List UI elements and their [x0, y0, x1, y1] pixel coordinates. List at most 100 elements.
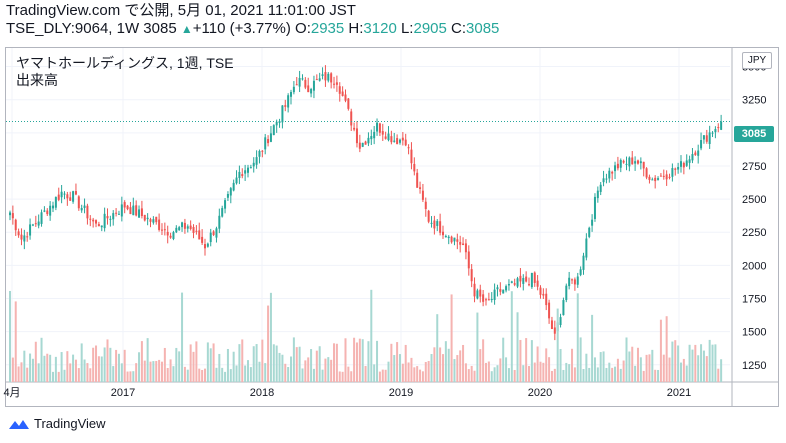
candle-body [138, 209, 141, 218]
volume-bar [315, 350, 318, 382]
currency-button[interactable]: JPY [742, 52, 772, 69]
volume-bar [533, 362, 536, 382]
candle-body [433, 220, 436, 229]
candle-body [522, 278, 525, 284]
volume-bar [401, 363, 404, 382]
candle-body [370, 136, 373, 140]
volume-bar [344, 338, 347, 382]
candle-body [284, 105, 287, 107]
candle-body [258, 150, 261, 157]
volume-bar [516, 312, 519, 382]
volume-bar [559, 349, 562, 382]
volume-bar [482, 339, 485, 382]
candle-body [126, 205, 129, 210]
candle-body [195, 230, 198, 232]
volume-bar [462, 344, 465, 382]
volume-bar [634, 365, 637, 382]
volume-bar [189, 344, 192, 382]
volume-bar [654, 369, 657, 382]
volume-bar [232, 351, 235, 382]
open-label: O: [295, 20, 311, 37]
candle-body [616, 163, 619, 169]
candle-body [143, 214, 146, 221]
candle-body [166, 231, 169, 236]
volume-bar [221, 367, 224, 382]
y-tick-label: 2000 [742, 260, 766, 272]
low-value: 2905 [413, 20, 447, 37]
chart-pane[interactable] [5, 47, 779, 407]
volume-bar [396, 342, 399, 382]
volume-bar [421, 371, 424, 382]
volume-bar [115, 349, 118, 382]
candle-body [361, 142, 364, 147]
candle-body [416, 172, 419, 188]
candle-body [565, 285, 568, 301]
volume-bar [100, 356, 103, 382]
volume-bar [52, 371, 55, 382]
volume-bar [275, 345, 278, 382]
candle-body [66, 194, 69, 199]
close-value: 3085 [466, 20, 500, 37]
y-tick-label: 2500 [742, 194, 766, 206]
x-tick-label: 2018 [250, 387, 274, 399]
volume-bar [614, 366, 617, 382]
y-tick-label: 1500 [742, 327, 766, 339]
candle-body [292, 86, 295, 93]
candle-body [427, 210, 430, 222]
volume-bar [172, 366, 175, 382]
candle-body [95, 220, 98, 224]
candle-body [459, 241, 462, 245]
candle-body [608, 170, 611, 179]
volume-bar [272, 344, 275, 382]
volume-bar [175, 347, 178, 382]
candle-body [490, 298, 493, 300]
candle-body [573, 279, 576, 285]
candle-body [376, 122, 379, 132]
candle-body [651, 179, 654, 181]
volume-bar [138, 352, 141, 382]
candle-body [530, 272, 533, 288]
volume-bar [17, 366, 20, 382]
candle-body [29, 224, 32, 236]
volume-bar [267, 305, 270, 382]
volume-bar [224, 371, 227, 382]
candle-body [602, 178, 605, 183]
volume-bar [622, 360, 625, 382]
candle-body [46, 210, 49, 215]
volume-bar [31, 358, 34, 382]
candle-body [123, 202, 126, 208]
candle-body [665, 174, 668, 180]
candle-body [149, 219, 152, 222]
volume-bar [413, 367, 416, 382]
volume-bar [338, 371, 341, 382]
candle-body [327, 73, 330, 81]
volume-bar [23, 350, 26, 382]
volume-bar [304, 360, 307, 382]
footer-brand[interactable]: TradingView [8, 416, 106, 431]
candle-body [536, 280, 539, 287]
candle-body [525, 276, 528, 282]
volume-bar [160, 361, 163, 382]
candle-body [152, 219, 155, 223]
volume-bar [507, 368, 510, 382]
candle-body [648, 176, 651, 180]
volume-bar [608, 362, 611, 382]
volume-bar [642, 370, 645, 382]
candle-body [378, 123, 381, 133]
y-tick-label: 2750 [742, 161, 766, 173]
volume-bar [490, 371, 493, 382]
volume-bar [367, 341, 370, 382]
candle-body [218, 215, 221, 229]
candle-body [209, 232, 212, 243]
candle-body [645, 168, 648, 178]
candle-body [120, 204, 123, 217]
candle-body [335, 82, 338, 85]
candle-body [447, 236, 450, 239]
volume-bar [203, 368, 206, 382]
volume-bar [599, 352, 602, 382]
candle-body [275, 121, 278, 126]
candle-body [562, 300, 565, 316]
candle-body [92, 219, 95, 222]
candle-body [269, 133, 272, 142]
